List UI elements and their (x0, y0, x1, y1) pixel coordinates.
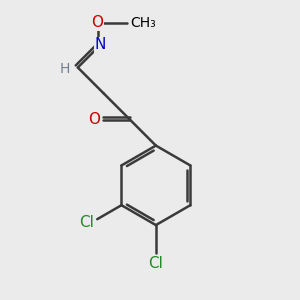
Text: H: H (59, 62, 70, 76)
Text: N: N (95, 37, 106, 52)
Text: Cl: Cl (148, 256, 163, 271)
Text: O: O (88, 112, 101, 127)
Text: CH₃: CH₃ (130, 16, 156, 30)
Text: Cl: Cl (80, 214, 94, 230)
Text: O: O (92, 15, 104, 30)
